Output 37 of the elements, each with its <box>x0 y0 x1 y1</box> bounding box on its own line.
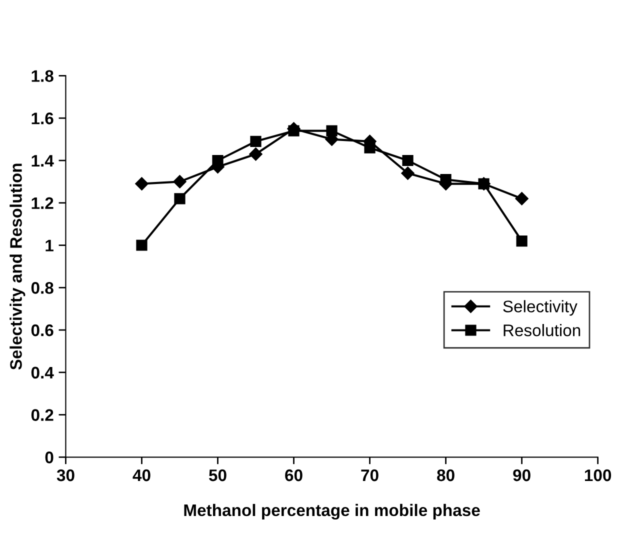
point <box>516 235 528 247</box>
y-tick-label: 1 <box>46 240 54 252</box>
point <box>250 136 262 147</box>
point <box>212 154 224 166</box>
point <box>402 154 414 166</box>
point <box>136 240 148 251</box>
x-tick-label: 50 <box>209 469 226 482</box>
point <box>364 142 376 154</box>
point <box>249 148 262 161</box>
legend-label: Selectivity <box>503 300 578 316</box>
point <box>288 125 300 136</box>
y-tick-label: 1.8 <box>32 70 54 82</box>
x-tick-label: 100 <box>584 469 612 482</box>
x-tick-label: 40 <box>132 469 150 482</box>
x-axis-title: Methanol percentage in mobile phase <box>184 504 480 520</box>
point <box>401 166 414 180</box>
x-tick-label: 80 <box>437 469 454 482</box>
legend-label: Resolution <box>504 324 580 336</box>
x-tick-label: 30 <box>56 469 74 482</box>
y-tick-label: 1.2 <box>32 197 54 209</box>
x-tick-label: 70 <box>361 469 378 482</box>
y-tick-label: 1.4 <box>32 155 54 167</box>
y-tick-label: 0.8 <box>31 282 54 294</box>
point <box>515 192 528 206</box>
y-tick-label: 1.6 <box>32 112 54 124</box>
point <box>135 177 148 190</box>
y-tick-label: 0 <box>45 452 54 464</box>
y-tick-label: 0.4 <box>31 366 54 379</box>
y-tick-label: 0.6 <box>31 324 54 336</box>
point <box>440 174 452 186</box>
point <box>326 125 338 136</box>
y-tick-label: 0.2 <box>31 409 54 421</box>
point <box>174 193 186 204</box>
x-tick-label: 60 <box>285 469 302 482</box>
point <box>173 175 186 188</box>
x-tick-label: 90 <box>513 469 530 482</box>
y-axis-title: Selectivity and Resolution <box>10 164 26 370</box>
